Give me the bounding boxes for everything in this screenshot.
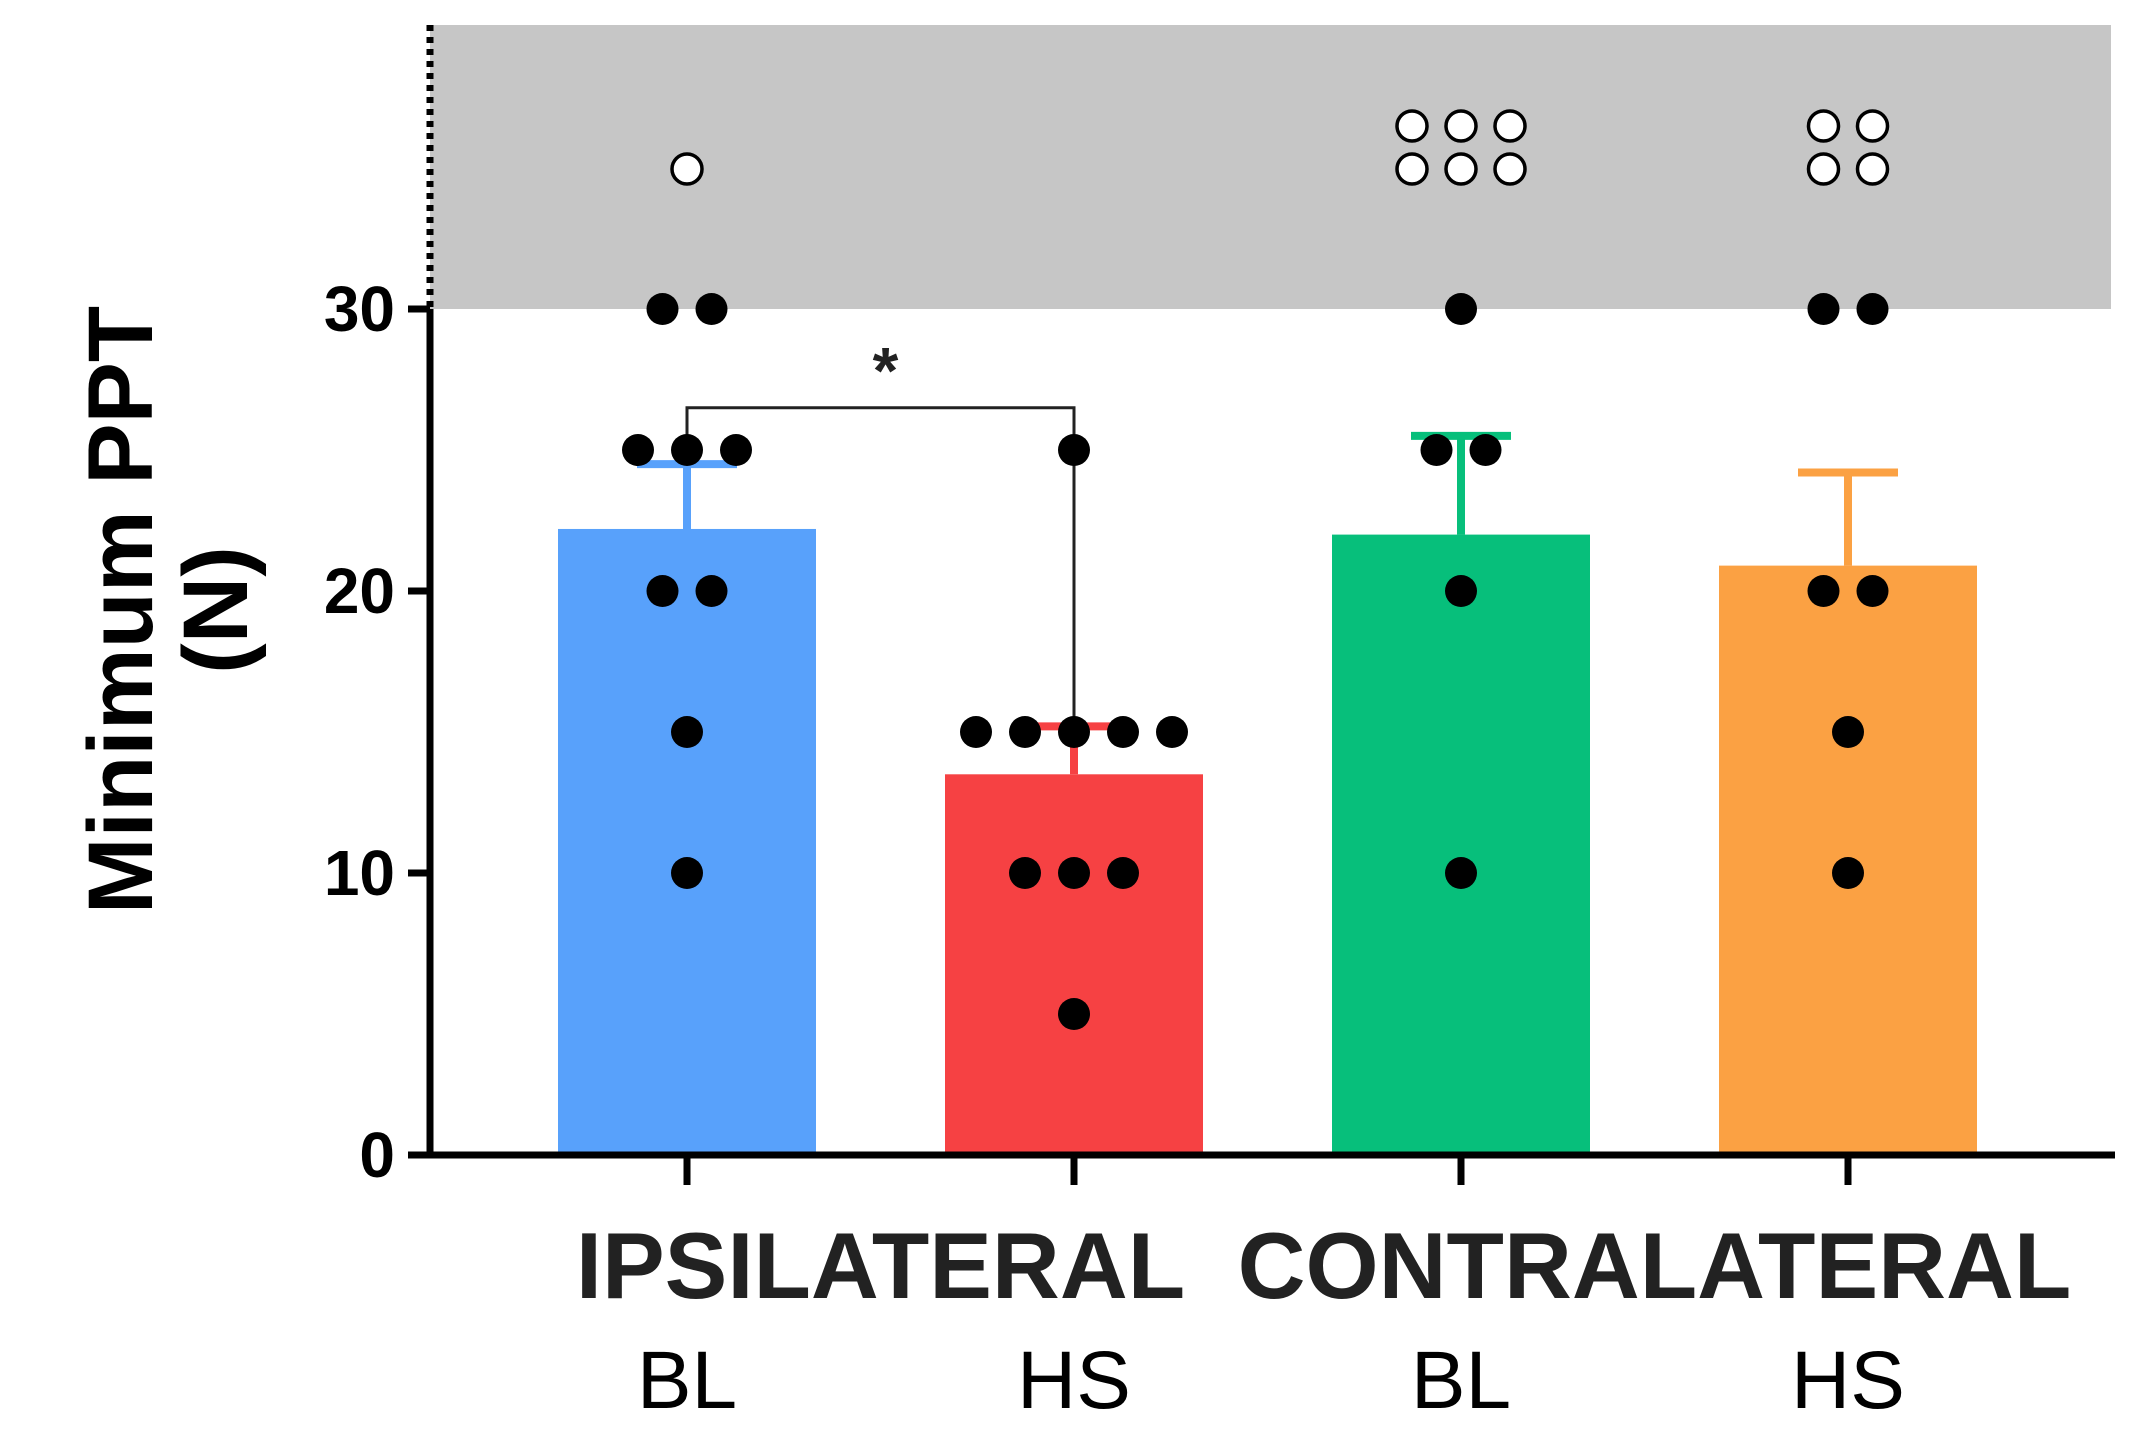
data-point [1058, 716, 1090, 748]
data-point [1445, 575, 1477, 607]
censored-point [1855, 109, 1890, 143]
censored-point [1395, 152, 1429, 186]
data-point [1445, 293, 1477, 325]
x-tick-label: HS [1791, 1335, 1905, 1426]
data-point [1107, 716, 1139, 748]
data-point [695, 293, 728, 325]
data-point [646, 575, 679, 607]
significance-label: * [873, 334, 899, 408]
censored-point [1444, 109, 1478, 143]
data-point [1058, 998, 1090, 1030]
censored-point [1806, 109, 1841, 143]
bar-1 [945, 774, 1203, 1155]
data-point [695, 575, 728, 607]
y-tick-label: 0 [359, 1119, 395, 1191]
group-label-ipsilateral: IPSILATERAL [576, 1213, 1185, 1318]
data-point [671, 857, 703, 889]
data-point [1856, 575, 1889, 607]
data-point [960, 716, 992, 748]
y-axis-title: Minimum PPT(N) [70, 306, 267, 914]
data-point [646, 293, 679, 325]
x-tick-label: BL [637, 1335, 737, 1426]
data-point [1058, 434, 1090, 466]
data-point [1469, 434, 1502, 466]
data-point [1009, 857, 1041, 889]
censored-point [1395, 109, 1429, 143]
y-axis-title-line2: (N) [165, 546, 267, 674]
data-point [1058, 857, 1090, 889]
data-point [1107, 857, 1139, 889]
y-tick-label: 30 [324, 273, 395, 345]
data-point [1445, 857, 1477, 889]
y-tick-label: 20 [324, 555, 395, 627]
data-point [1807, 293, 1840, 325]
data-point [1832, 716, 1864, 748]
censored-point [1493, 109, 1527, 143]
data-point [1009, 716, 1041, 748]
censored-point [1855, 152, 1890, 186]
data-point [1156, 716, 1188, 748]
bar-2 [1332, 534, 1590, 1155]
x-tick-label: BL [1411, 1335, 1511, 1426]
censored-point [1493, 152, 1527, 186]
y-axis-title-line1: Minimum PPT [70, 306, 172, 914]
data-point [671, 434, 703, 466]
data-point [1807, 575, 1840, 607]
data-point [720, 434, 752, 466]
data-point [671, 716, 703, 748]
bar-0 [558, 528, 816, 1155]
data-point [1856, 293, 1889, 325]
group-label-contralateral: CONTRALATERAL [1238, 1213, 2072, 1318]
x-tick-label: HS [1017, 1335, 1131, 1426]
data-point [1420, 434, 1453, 466]
data-point [622, 434, 654, 466]
data-point [1832, 857, 1864, 889]
censored-point [1444, 152, 1478, 186]
y-tick-label: 10 [324, 837, 395, 909]
censored-point [1806, 152, 1841, 186]
censored-point [670, 152, 704, 186]
